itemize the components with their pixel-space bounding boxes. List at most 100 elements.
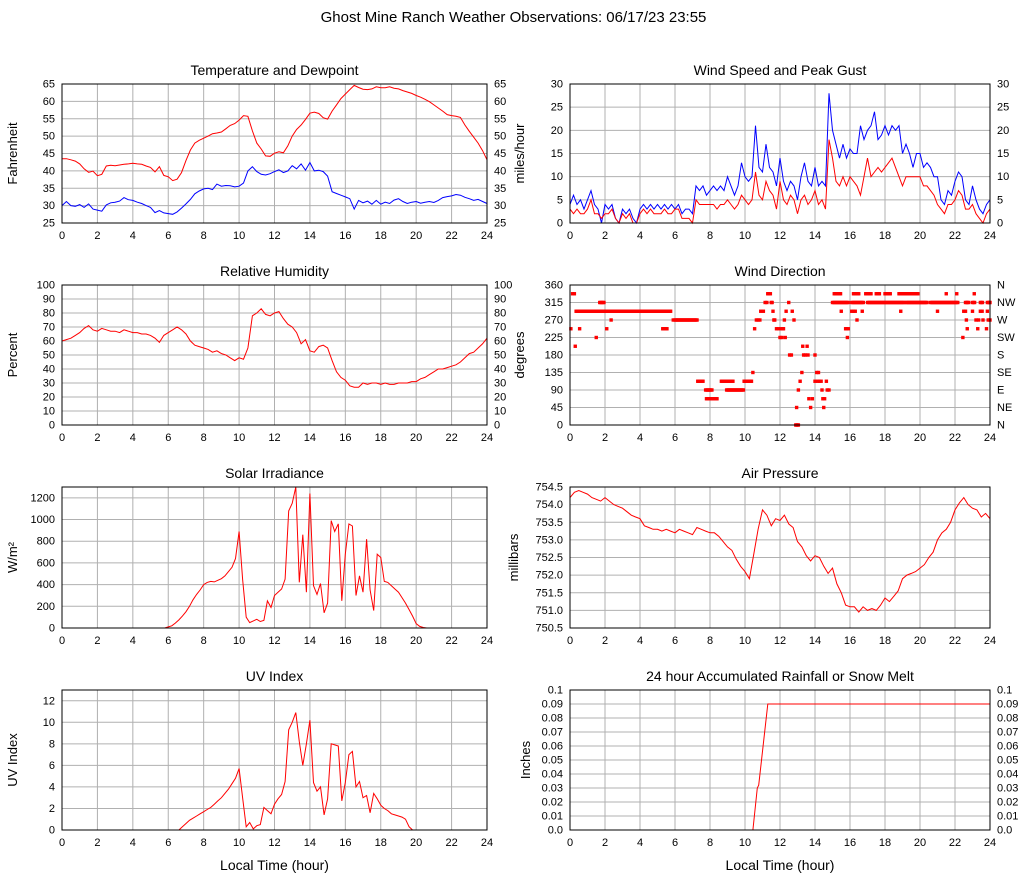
svg-text:12: 12 (268, 837, 280, 849)
svg-text:0.01: 0.01 (542, 811, 563, 823)
svg-text:24: 24 (481, 837, 493, 849)
svg-text:40: 40 (43, 364, 55, 376)
svg-text:N: N (997, 280, 1005, 292)
svg-text:10: 10 (551, 171, 563, 183)
svg-text:18: 18 (879, 230, 891, 242)
svg-text:2: 2 (49, 803, 55, 815)
svg-text:10: 10 (739, 230, 751, 242)
svg-text:30: 30 (997, 79, 1009, 91)
svg-text:16: 16 (339, 230, 351, 242)
svg-text:8: 8 (201, 635, 207, 647)
svg-text:Temperature and Dewpoint: Temperature and Dewpoint (190, 62, 358, 78)
svg-text:4: 4 (637, 635, 643, 647)
svg-text:8: 8 (201, 230, 207, 242)
svg-text:14: 14 (304, 837, 316, 849)
svg-text:24: 24 (984, 635, 996, 647)
svg-text:4: 4 (637, 230, 643, 242)
svg-text:20: 20 (410, 635, 422, 647)
svg-text:70: 70 (494, 322, 506, 334)
chart-uv-index: UV Index 0 2 4 6 8 10 12 0 2 4 6 8 10 12 14 16 18 20 22 24 UV… (0, 660, 527, 878)
svg-text:24: 24 (984, 230, 996, 242)
svg-text:8: 8 (707, 230, 713, 242)
svg-text:20: 20 (43, 392, 55, 404)
svg-text:50: 50 (43, 131, 55, 143)
svg-text:8: 8 (707, 432, 713, 444)
svg-text:16: 16 (844, 837, 856, 849)
svg-text:22: 22 (949, 432, 961, 444)
svg-text:12: 12 (774, 635, 786, 647)
svg-text:0: 0 (567, 837, 573, 849)
svg-text:24: 24 (984, 432, 996, 444)
svg-text:NE: NE (997, 402, 1012, 414)
svg-text:180: 180 (545, 350, 563, 362)
svg-text:6: 6 (672, 230, 678, 242)
svg-text:W/m²: W/m² (5, 541, 20, 573)
svg-text:20: 20 (410, 837, 422, 849)
svg-text:30: 30 (551, 79, 563, 91)
svg-text:24: 24 (481, 230, 493, 242)
svg-text:SW: SW (997, 332, 1015, 344)
svg-text:0.04: 0.04 (997, 769, 1018, 781)
svg-text:8: 8 (201, 837, 207, 849)
svg-text:30: 30 (494, 378, 506, 390)
svg-text:UV Index: UV Index (246, 668, 304, 684)
svg-text:55: 55 (494, 113, 506, 125)
svg-text:4: 4 (130, 837, 136, 849)
svg-text:6: 6 (672, 432, 678, 444)
chart-relative-humidity: Relative Humidity 0 10 20 30 40 50 60 70 80 90 100 0… (0, 255, 527, 455)
svg-text:14: 14 (809, 230, 821, 242)
svg-text:0: 0 (557, 420, 563, 432)
svg-text:0: 0 (557, 218, 563, 230)
svg-text:50: 50 (494, 131, 506, 143)
svg-text:20: 20 (410, 432, 422, 444)
svg-text:16: 16 (339, 432, 351, 444)
svg-text:0.03: 0.03 (542, 783, 563, 795)
svg-text:4: 4 (49, 781, 55, 793)
svg-text:2: 2 (94, 230, 100, 242)
svg-text:2: 2 (94, 635, 100, 647)
svg-text:0: 0 (59, 432, 65, 444)
svg-text:16: 16 (844, 635, 856, 647)
svg-text:753.0: 753.0 (535, 534, 563, 546)
svg-text:10: 10 (739, 635, 751, 647)
svg-text:12: 12 (43, 695, 55, 707)
svg-text:16: 16 (844, 230, 856, 242)
svg-text:35: 35 (43, 183, 55, 195)
svg-text:90: 90 (494, 294, 506, 306)
svg-text:20: 20 (914, 837, 926, 849)
svg-text:degrees: degrees (512, 331, 527, 378)
svg-text:20: 20 (914, 432, 926, 444)
svg-text:N: N (997, 420, 1005, 432)
svg-text:0.05: 0.05 (542, 755, 563, 767)
svg-text:45: 45 (494, 148, 506, 160)
svg-text:135: 135 (545, 367, 563, 379)
svg-text:16: 16 (844, 432, 856, 444)
svg-text:60: 60 (43, 336, 55, 348)
svg-text:10: 10 (233, 837, 245, 849)
svg-text:0.08: 0.08 (542, 713, 563, 725)
svg-text:Solar Irradiance: Solar Irradiance (225, 465, 324, 481)
svg-text:0: 0 (59, 837, 65, 849)
svg-text:10: 10 (233, 432, 245, 444)
svg-text:10: 10 (739, 837, 751, 849)
svg-text:0.0: 0.0 (548, 825, 563, 837)
svg-text:100: 100 (37, 280, 55, 292)
svg-text:24: 24 (984, 837, 996, 849)
svg-text:6: 6 (165, 635, 171, 647)
svg-text:22: 22 (445, 230, 457, 242)
svg-text:1200: 1200 (31, 492, 55, 504)
svg-text:25: 25 (43, 218, 55, 230)
svg-text:W: W (997, 315, 1008, 327)
svg-text:0.1: 0.1 (548, 685, 563, 697)
svg-text:12: 12 (268, 432, 280, 444)
svg-text:90: 90 (43, 294, 55, 306)
svg-text:Wind Direction: Wind Direction (734, 263, 825, 279)
svg-text:0.09: 0.09 (542, 699, 563, 711)
svg-text:18: 18 (879, 837, 891, 849)
svg-text:15: 15 (551, 148, 563, 160)
svg-text:0: 0 (567, 635, 573, 647)
svg-text:0: 0 (49, 623, 55, 635)
svg-text:20: 20 (914, 635, 926, 647)
svg-text:10: 10 (997, 171, 1009, 183)
svg-text:10: 10 (494, 406, 506, 418)
